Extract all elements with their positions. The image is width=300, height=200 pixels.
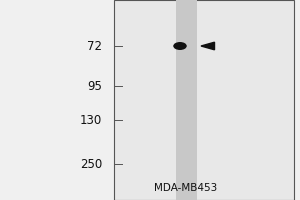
- Text: 95: 95: [87, 80, 102, 92]
- Text: 72: 72: [87, 40, 102, 52]
- Bar: [176, 0, 197, 200]
- Bar: [114, 0, 294, 200]
- Text: MDA-MB453: MDA-MB453: [154, 183, 218, 193]
- Text: 130: 130: [80, 114, 102, 127]
- Text: 250: 250: [80, 158, 102, 170]
- Polygon shape: [201, 42, 214, 50]
- Ellipse shape: [173, 42, 187, 50]
